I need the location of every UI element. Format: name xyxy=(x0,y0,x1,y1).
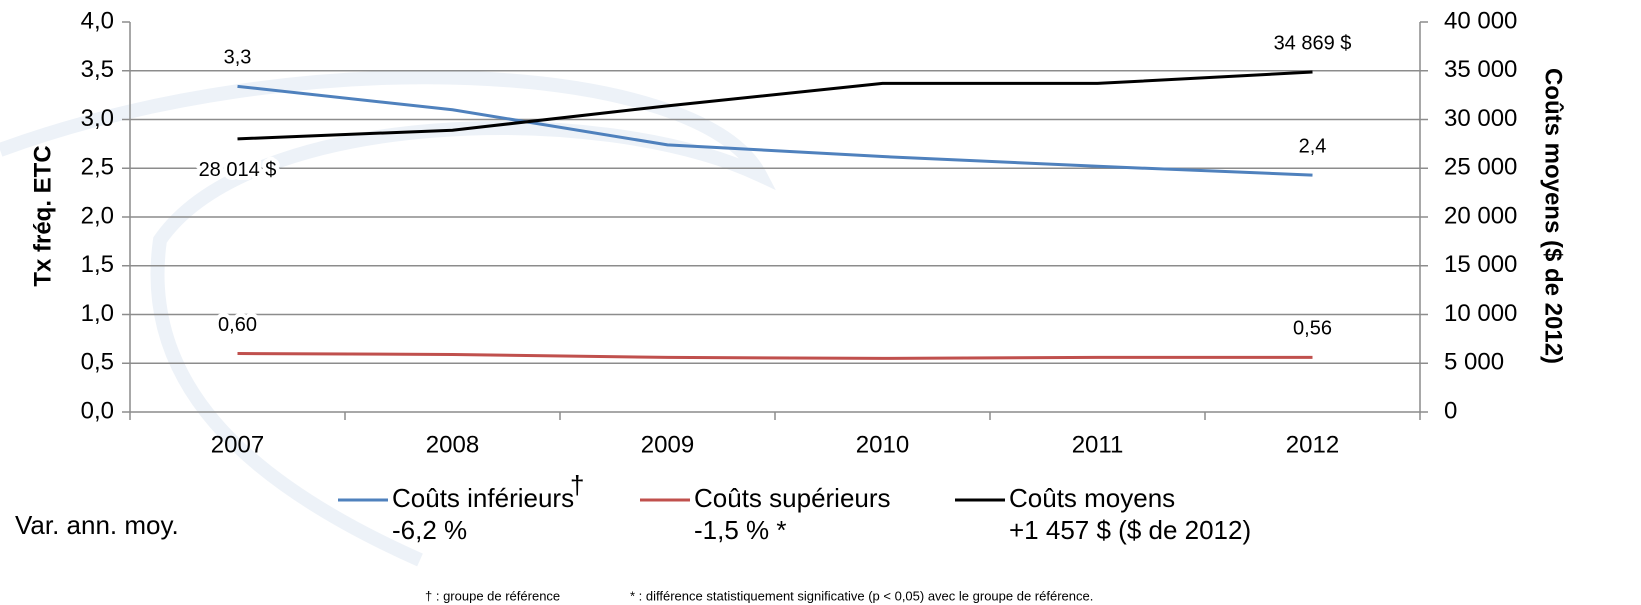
data-label: 28 014 $ xyxy=(199,159,277,181)
y2-tick-label: 20 000 xyxy=(1444,202,1517,229)
legend-label: Coûts inférieurs xyxy=(392,483,574,513)
chart: Tx fréq. ETC Coûts moyens ($ de 2012) Va… xyxy=(0,0,1641,605)
x-tick-label: 2010 xyxy=(856,431,909,458)
x-tick-label: 2007 xyxy=(211,431,264,458)
data-label: 2,4 xyxy=(1299,135,1327,157)
y-tick-label: 1,0 xyxy=(81,300,114,327)
legend-label: Coûts moyens xyxy=(1009,483,1175,513)
y-tick-label: 1,5 xyxy=(81,251,114,278)
x-tick-label: 2011 xyxy=(1072,431,1124,458)
y-tick-label: 3,0 xyxy=(81,105,114,132)
y2-tick-label: 10 000 xyxy=(1444,300,1517,327)
y2-tick-label: 25 000 xyxy=(1444,154,1517,181)
y2-tick-label: 35 000 xyxy=(1444,56,1517,83)
y-tick-label: 4,0 xyxy=(81,7,114,34)
y2-axis-title: Coûts moyens ($ de 2012) xyxy=(1540,68,1567,364)
legend-annotation: -6,2 % xyxy=(392,515,467,545)
footnote: * : différence statistiquement significa… xyxy=(630,588,1093,603)
y-tick-label: 2,5 xyxy=(81,154,114,181)
x-tick-label: 2009 xyxy=(641,431,694,458)
y2-tick-label: 15 000 xyxy=(1444,251,1517,278)
y2-tick-label: 30 000 xyxy=(1444,105,1517,132)
y-axis-title: Tx fréq. ETC xyxy=(29,145,56,286)
data-label: 0,60 xyxy=(218,314,257,336)
y-tick-label: 3,5 xyxy=(81,56,114,83)
background-swirl xyxy=(0,77,760,560)
legend-label: Coûts supérieurs xyxy=(694,483,891,513)
line-series xyxy=(238,354,1313,359)
y2-tick-label: 5 000 xyxy=(1444,349,1504,376)
data-label: 34 869 $ xyxy=(1274,32,1352,54)
y2-tick-label: 0 xyxy=(1444,397,1457,424)
x-tick-label: 2008 xyxy=(426,431,479,458)
data-label: 3,3 xyxy=(224,47,252,69)
y-tick-label: 2,0 xyxy=(81,202,114,229)
y2-tick-label: 40 000 xyxy=(1444,7,1517,34)
legend-mark: † xyxy=(570,470,584,500)
x-tick-label: 2012 xyxy=(1286,431,1339,458)
legend-annotation: +1 457 $ ($ de 2012) xyxy=(1009,515,1251,545)
legend-title: Var. ann. moy. xyxy=(15,510,179,540)
y-tick-label: 0,0 xyxy=(81,397,114,424)
footnote: † : groupe de référence xyxy=(425,588,560,603)
legend-annotation: -1,5 % * xyxy=(694,515,787,545)
data-label: 0,56 xyxy=(1293,318,1332,340)
y-tick-label: 0,5 xyxy=(81,349,114,376)
